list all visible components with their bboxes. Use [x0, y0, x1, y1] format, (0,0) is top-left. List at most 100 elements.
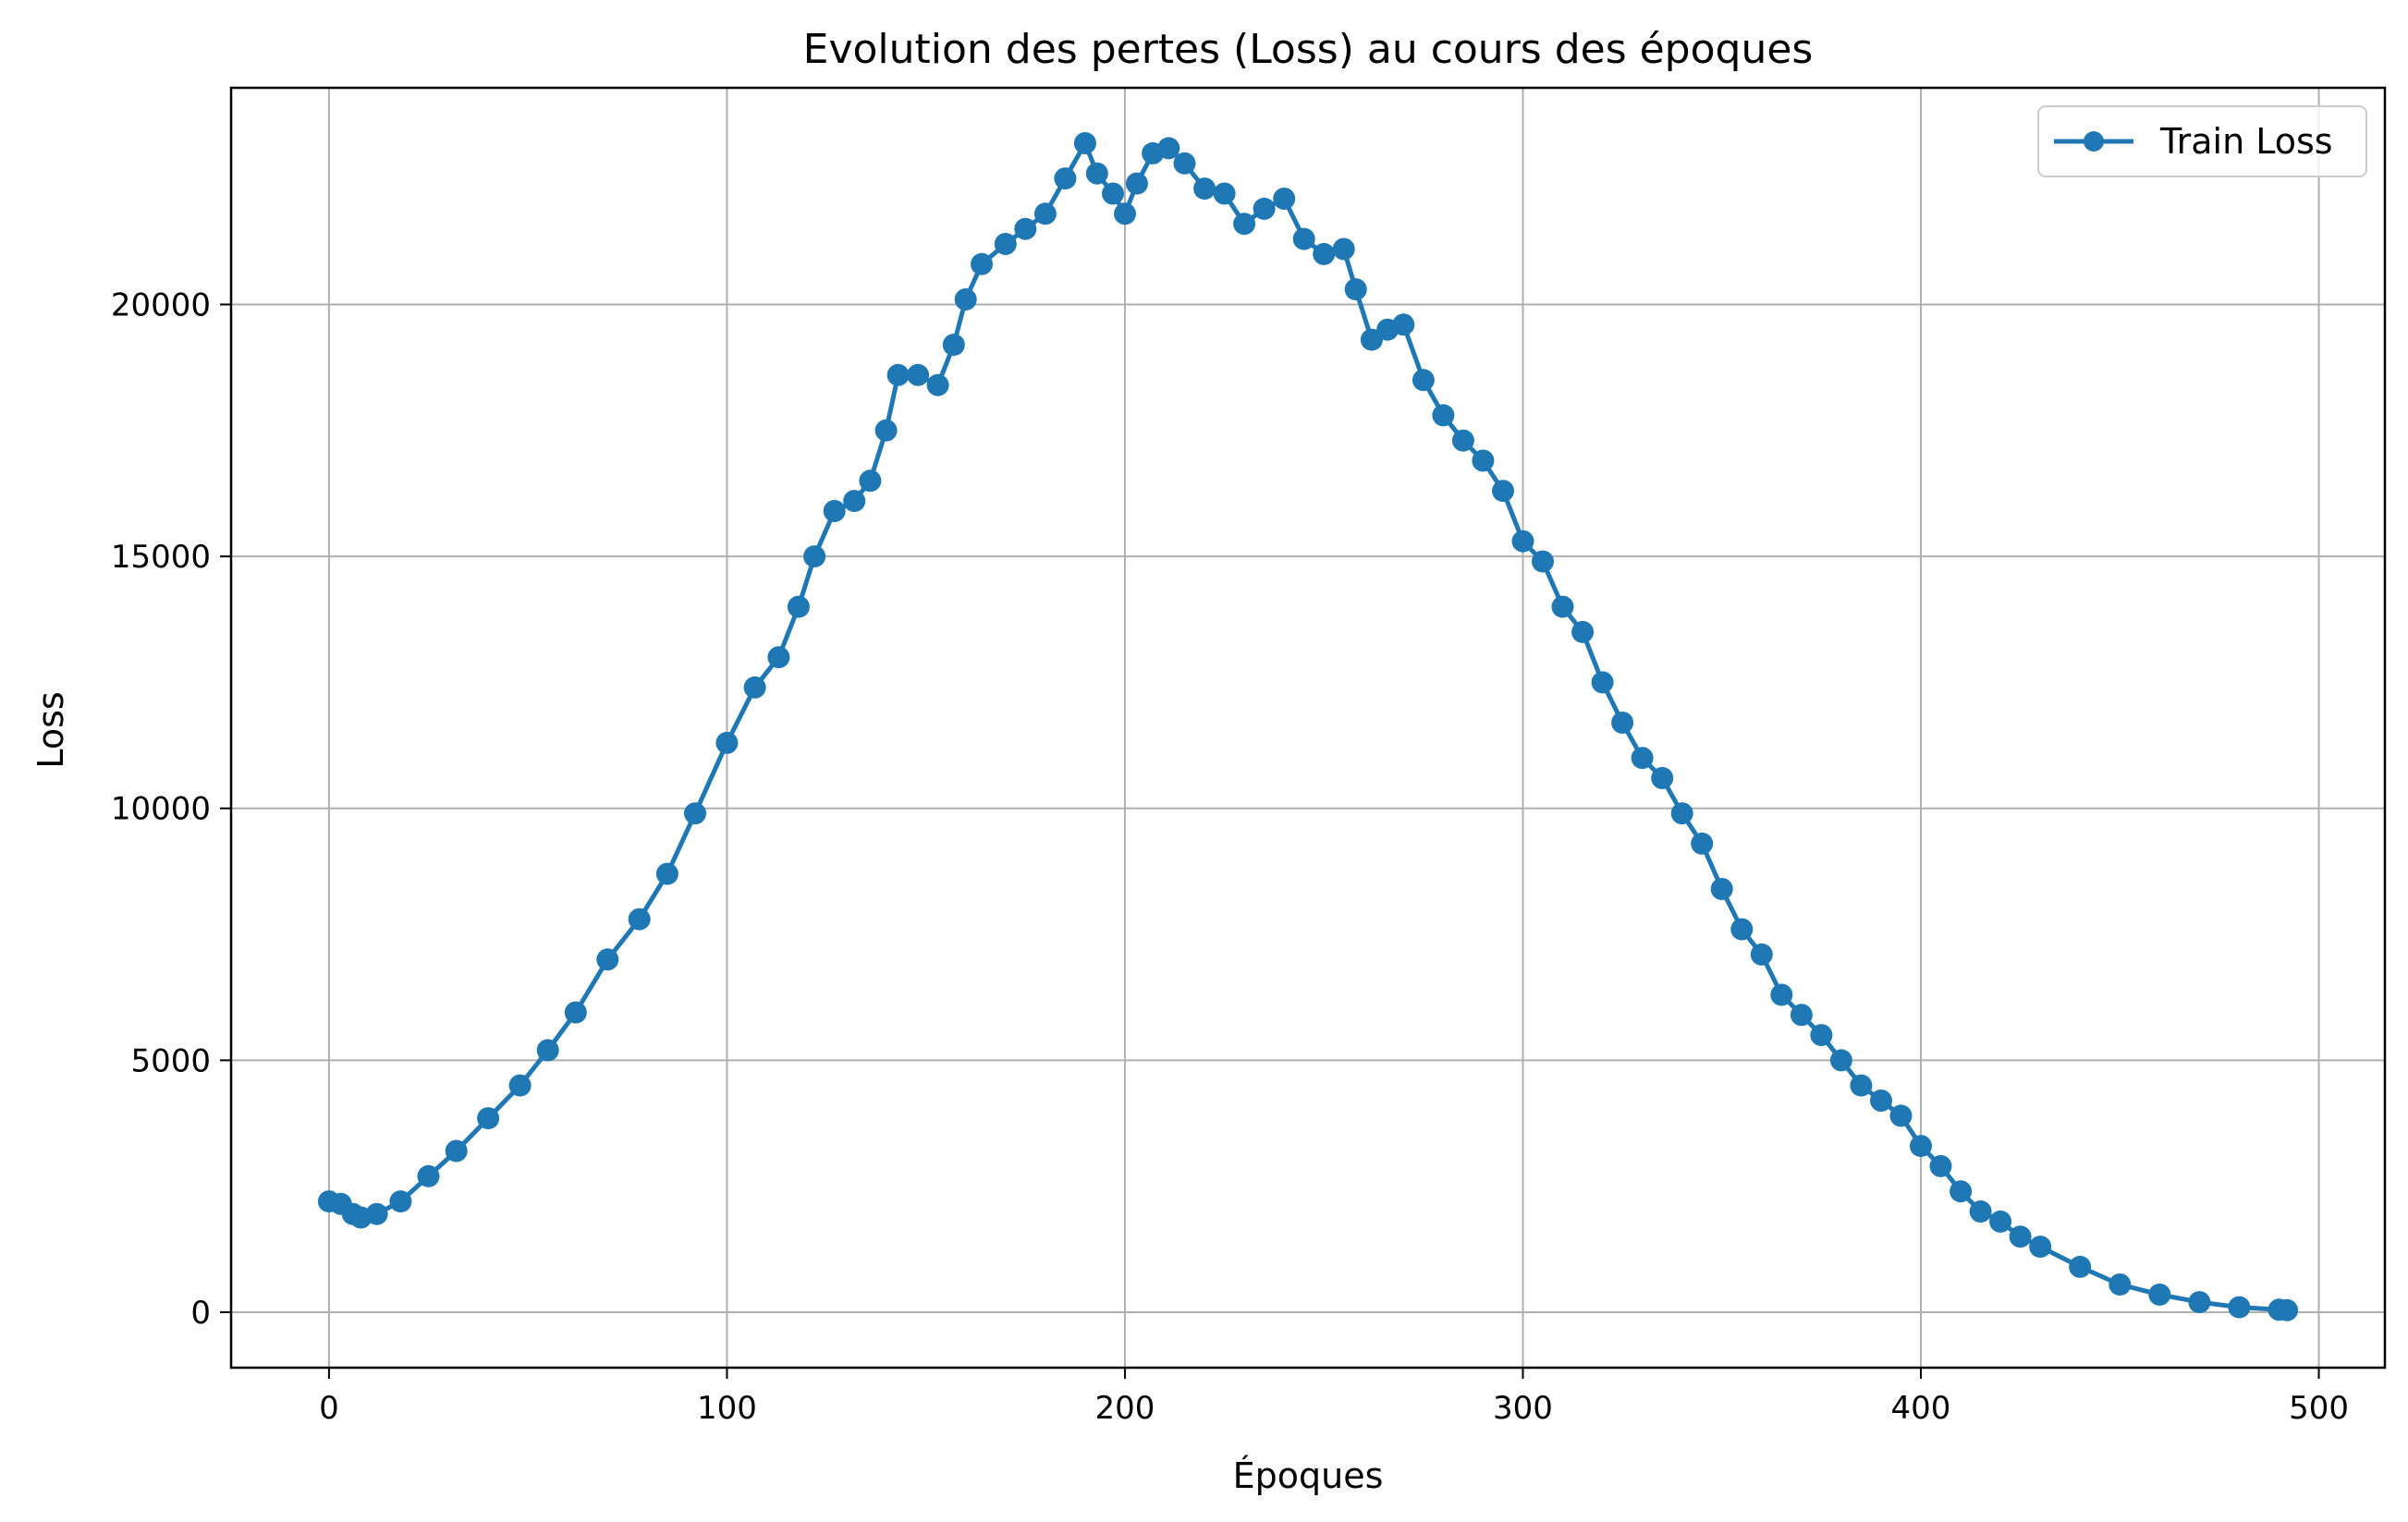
data-point	[596, 948, 619, 971]
data-point	[1770, 983, 1793, 1006]
chart-title: Evolution des pertes (Loss) au cours des…	[803, 26, 1814, 73]
data-point	[684, 802, 706, 825]
x-tick-label: 100	[697, 1390, 757, 1427]
data-point	[1571, 620, 1595, 643]
data-point	[1551, 595, 1574, 618]
data-point	[1125, 172, 1148, 195]
data-point	[1392, 313, 1415, 336]
data-point	[2009, 1225, 2032, 1248]
data-point	[1950, 1180, 1973, 1203]
x-tick-label: 0	[319, 1390, 339, 1427]
data-point	[2029, 1236, 2052, 1259]
data-point	[803, 545, 826, 568]
data-point	[1889, 1104, 1913, 1127]
data-point	[1691, 832, 1714, 855]
data-point	[417, 1164, 440, 1187]
y-tick-label: 5000	[130, 1042, 211, 1079]
data-point	[715, 731, 739, 754]
data-point	[1085, 162, 1108, 185]
data-point	[1173, 152, 1196, 175]
data-point	[926, 373, 949, 396]
data-point	[628, 907, 651, 931]
data-point	[1989, 1210, 2012, 1233]
legend-label-train-loss: Train Loss	[2159, 121, 2333, 162]
data-point	[1532, 550, 1554, 573]
data-point	[1073, 132, 1096, 154]
data-point	[1591, 671, 1614, 694]
data-point	[1910, 1135, 1932, 1158]
data-point	[1710, 878, 1733, 900]
data-point	[787, 595, 810, 618]
data-point	[2228, 1296, 2251, 1319]
data-point	[1193, 177, 1216, 201]
data-point	[1750, 943, 1773, 966]
data-point	[1670, 802, 1693, 825]
data-point	[1292, 227, 1315, 250]
data-point	[1829, 1049, 1852, 1072]
data-point	[1511, 530, 1534, 553]
data-point	[564, 1001, 587, 1024]
data-point	[1432, 404, 1455, 427]
data-point	[1850, 1074, 1873, 1097]
data-point	[1472, 449, 1495, 472]
data-point	[1054, 167, 1077, 190]
legend: Train Loss	[2037, 105, 2367, 177]
data-point	[1790, 1004, 1813, 1027]
data-point	[445, 1139, 468, 1163]
legend-box	[2037, 105, 2367, 177]
data-point	[1233, 213, 1256, 236]
data-point	[1360, 328, 1383, 351]
data-point	[508, 1074, 532, 1097]
data-point	[954, 288, 977, 310]
data-point	[1969, 1200, 1992, 1223]
data-point	[1492, 480, 1514, 503]
x-tick-label: 200	[1095, 1390, 1155, 1427]
data-point	[1102, 182, 1124, 205]
data-point	[2109, 1273, 2132, 1296]
x-tick-label: 500	[2289, 1390, 2349, 1427]
y-tick-label: 10000	[111, 791, 211, 828]
y-axis-label: Loss	[31, 691, 71, 768]
data-point	[843, 490, 866, 513]
data-point	[1870, 1090, 1892, 1112]
data-point	[942, 334, 965, 357]
data-point	[1451, 429, 1474, 452]
data-point	[886, 363, 910, 386]
data-point	[767, 646, 790, 669]
data-point	[1344, 278, 1367, 301]
data-point	[1332, 237, 1355, 261]
data-point	[2148, 1283, 2171, 1306]
y-tick-label: 15000	[111, 539, 211, 576]
legend-marker-swatch	[2084, 131, 2104, 152]
data-point	[971, 252, 993, 275]
data-point	[1213, 182, 1236, 205]
data-point	[907, 363, 930, 386]
grid-layer	[231, 88, 2385, 1368]
data-point	[477, 1107, 500, 1130]
data-point	[859, 469, 882, 493]
x-tick-label: 300	[1493, 1390, 1553, 1427]
data-point	[1014, 217, 1037, 240]
data-point	[874, 419, 898, 442]
series-layer	[317, 132, 2299, 1321]
data-point	[1730, 918, 1754, 941]
data-point	[743, 676, 766, 699]
data-point	[1114, 202, 1136, 225]
data-point	[365, 1202, 388, 1225]
series-line	[328, 140, 2288, 1313]
data-point	[823, 500, 846, 522]
data-point	[2276, 1298, 2299, 1321]
data-point	[2069, 1255, 2092, 1278]
data-point	[1611, 712, 1634, 734]
data-point	[1033, 202, 1057, 225]
data-point	[1273, 188, 1296, 210]
data-point	[1651, 767, 1674, 789]
y-tick-label: 20000	[111, 286, 211, 323]
x-axis-label: Époques	[1233, 1455, 1384, 1496]
data-point	[1631, 747, 1654, 770]
data-point	[1253, 197, 1276, 220]
data-point	[536, 1039, 559, 1062]
